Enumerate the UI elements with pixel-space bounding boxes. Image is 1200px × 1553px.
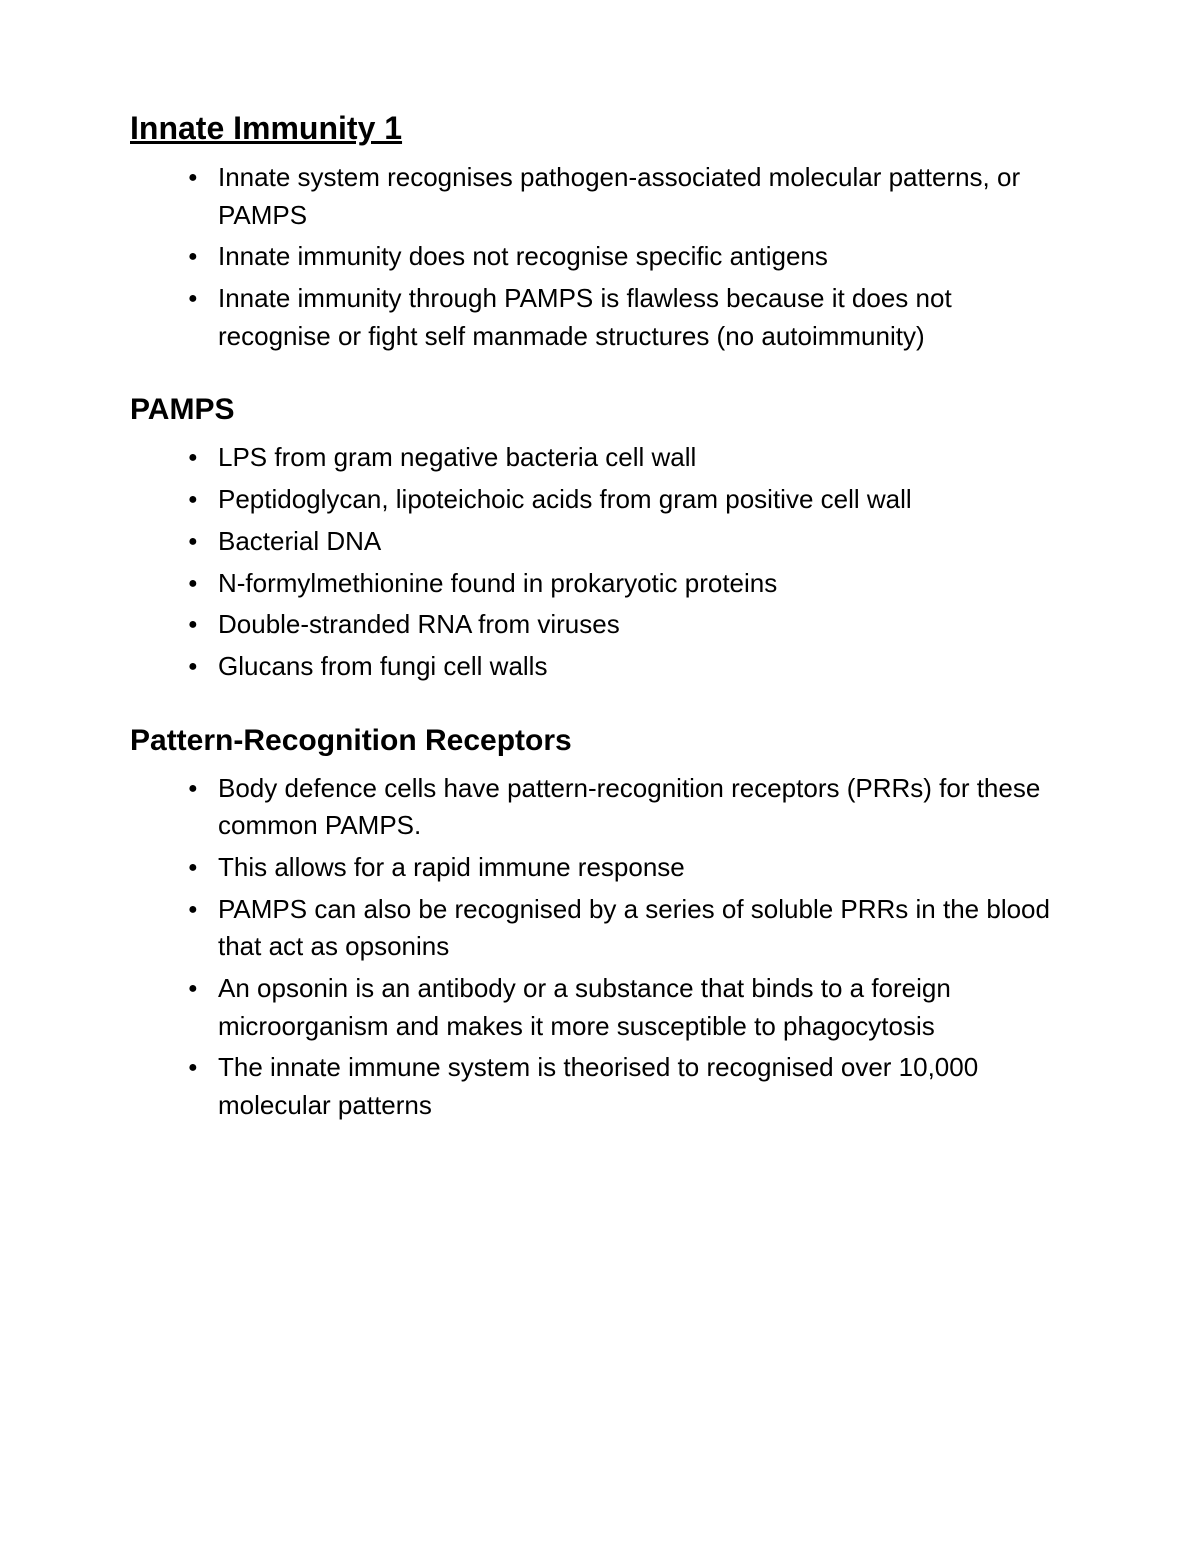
list-item: Peptidoglycan, lipoteichoic acids from g… — [188, 481, 1070, 519]
section-heading-prr: Pattern-Recognition Receptors — [130, 724, 1070, 758]
prr-list: Body defence cells have pattern-recognit… — [130, 770, 1070, 1125]
section-heading-pamps: PAMPS — [130, 393, 1070, 427]
list-item: N-formylmethionine found in prokaryotic … — [188, 565, 1070, 603]
list-item: Body defence cells have pattern-recognit… — [188, 770, 1070, 845]
intro-list: Innate system recognises pathogen-associ… — [130, 159, 1070, 355]
list-item: PAMPS can also be recognised by a series… — [188, 891, 1070, 966]
page-title: Innate Immunity 1 — [130, 110, 1070, 147]
list-item: This allows for a rapid immune response — [188, 849, 1070, 887]
list-item: Innate immunity does not recognise speci… — [188, 238, 1070, 276]
list-item: LPS from gram negative bacteria cell wal… — [188, 439, 1070, 477]
list-item: The innate immune system is theorised to… — [188, 1049, 1070, 1124]
list-item: Double-stranded RNA from viruses — [188, 606, 1070, 644]
list-item: Innate immunity through PAMPS is flawles… — [188, 280, 1070, 355]
list-item: An opsonin is an antibody or a substance… — [188, 970, 1070, 1045]
list-item: Glucans from fungi cell walls — [188, 648, 1070, 686]
list-item: Innate system recognises pathogen-associ… — [188, 159, 1070, 234]
list-item: Bacterial DNA — [188, 523, 1070, 561]
pamps-list: LPS from gram negative bacteria cell wal… — [130, 439, 1070, 685]
